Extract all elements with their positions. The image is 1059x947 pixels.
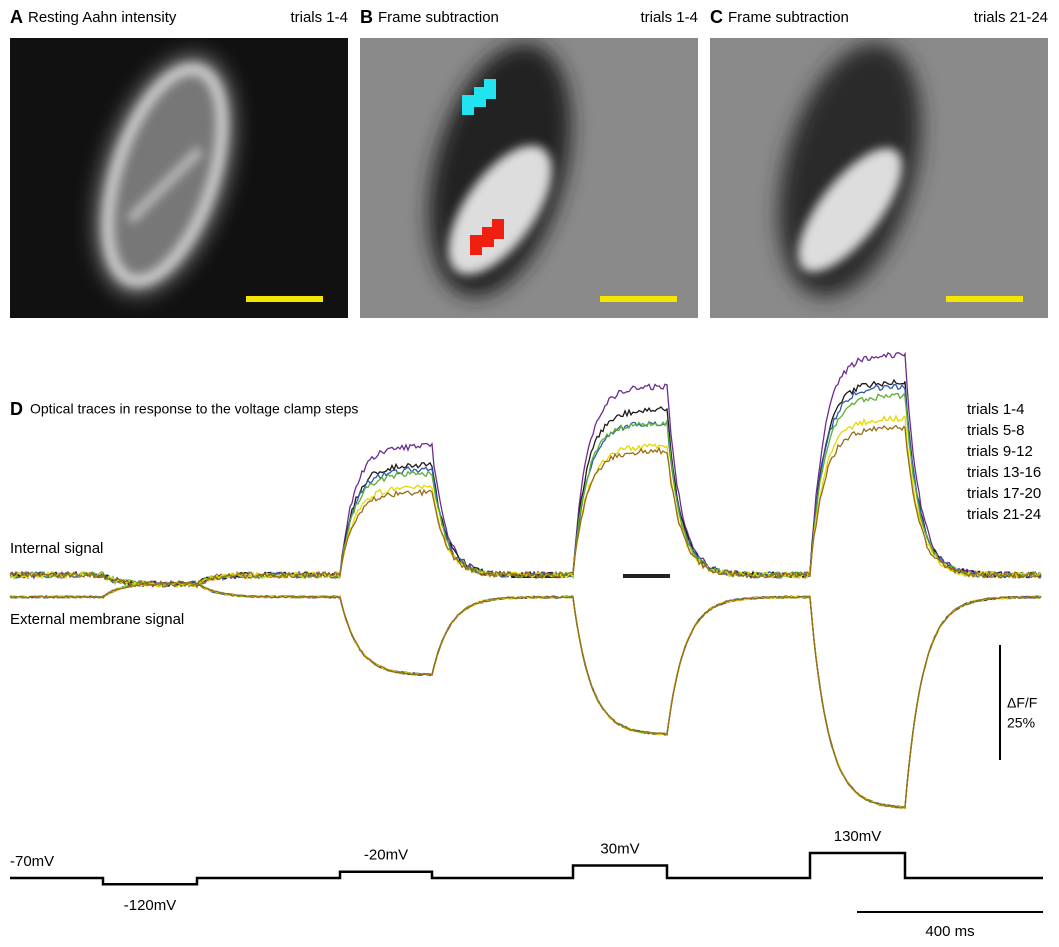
voltage-trace xyxy=(10,853,1043,884)
voltage-label: 130mV xyxy=(834,828,882,845)
legend-entry: trials 13-16 xyxy=(967,464,1041,481)
voltage-label: -120mV xyxy=(124,897,177,914)
image-c xyxy=(710,28,1048,318)
voltage-label: -20mV xyxy=(364,847,408,864)
figure: A Resting Aahn intensity trials 1-4 B Fr… xyxy=(0,0,1059,942)
legend-entry: trials 9-12 xyxy=(967,443,1033,460)
panel-letter: B xyxy=(360,7,373,27)
panel-trials: trials 1-4 xyxy=(290,9,348,26)
panel-letter: D xyxy=(10,399,23,419)
legend-entry: trials 21-24 xyxy=(967,506,1041,523)
panel-title: Resting Aahn intensity xyxy=(28,9,177,26)
internal-trace xyxy=(10,394,1041,587)
image-a xyxy=(10,37,348,318)
trace-label: Internal signal xyxy=(10,540,103,557)
legend-entry: trials 5-8 xyxy=(967,422,1025,439)
internal-trace xyxy=(10,426,1041,588)
panel-letter: A xyxy=(10,7,23,27)
panel-trials: trials 1-4 xyxy=(640,9,698,26)
panel-title: Optical traces in response to the voltag… xyxy=(30,401,358,417)
image-b xyxy=(360,28,698,318)
panel-title: Frame subtraction xyxy=(378,9,499,26)
scale-label: 25% xyxy=(1007,715,1035,731)
legend-entry: trials 1-4 xyxy=(967,401,1025,418)
time-label: 400 ms xyxy=(925,923,974,940)
panel-trials: trials 21-24 xyxy=(974,9,1048,26)
legend-entry: trials 17-20 xyxy=(967,485,1041,502)
panel-letter: C xyxy=(710,7,723,27)
scale-label: ΔF/F xyxy=(1007,695,1037,711)
panel-title: Frame subtraction xyxy=(728,9,849,26)
voltage-label: -70mV xyxy=(10,853,54,870)
voltage-label: 30mV xyxy=(600,840,639,857)
internal-trace xyxy=(10,416,1041,587)
internal-trace xyxy=(10,353,1041,587)
trace-label: External membrane signal xyxy=(10,611,184,628)
